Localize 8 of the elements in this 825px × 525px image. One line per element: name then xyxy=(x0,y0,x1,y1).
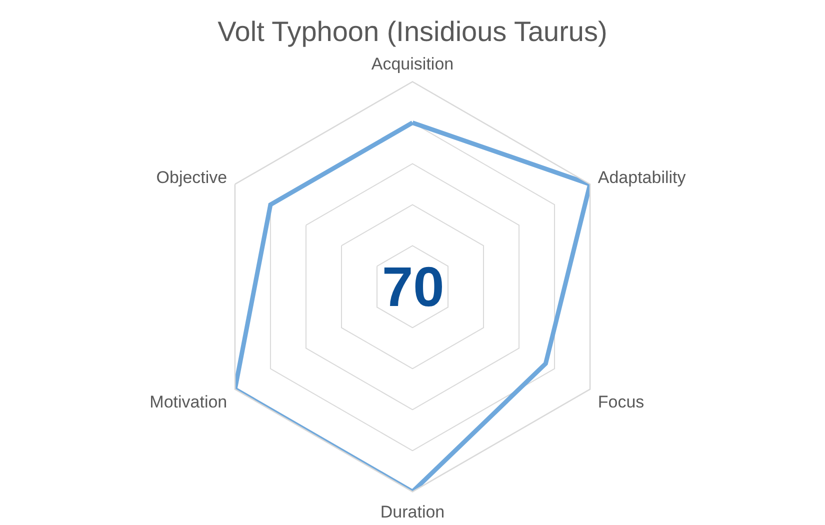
spoke-label: Acquisition xyxy=(371,54,454,74)
spoke-label: Duration xyxy=(380,502,445,522)
spoke-label: Motivation xyxy=(150,392,228,412)
spoke-label: Objective xyxy=(156,168,228,188)
spoke-label: Focus xyxy=(598,392,644,412)
text: 70 xyxy=(382,255,444,318)
chart-title: Volt Typhoon (Insidious Taurus) xyxy=(218,16,608,47)
spoke-label: Adaptability xyxy=(598,168,686,188)
